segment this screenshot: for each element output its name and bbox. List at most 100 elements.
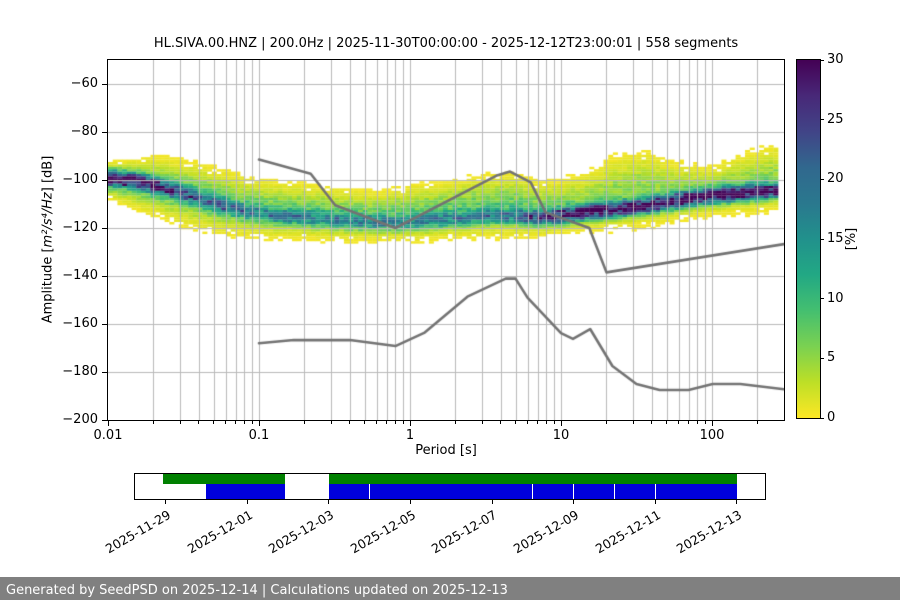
availability-segment	[328, 474, 737, 484]
timeline-tick	[736, 500, 738, 504]
x-minor-tick	[632, 421, 634, 424]
coverage-gap-mark	[573, 484, 575, 499]
timeline-date-label: 2025-12-11	[592, 507, 663, 557]
x-minor-tick	[303, 421, 305, 424]
x-minor-tick	[678, 421, 679, 424]
x-minor-tick	[500, 421, 502, 424]
y-major-tick	[102, 131, 107, 133]
coverage-gap-mark	[654, 484, 656, 499]
x-minor-tick	[402, 421, 404, 424]
x-minor-tick	[152, 421, 154, 424]
x-minor-tick	[666, 421, 668, 424]
y-tick-label: −180	[62, 364, 98, 379]
x-minor-tick	[696, 421, 698, 424]
timeline-date-label: 2025-11-29	[102, 507, 174, 557]
timeline-date-label: 2025-12-13	[674, 507, 745, 557]
x-minor-tick	[376, 421, 377, 424]
colorbar	[796, 59, 821, 419]
ppsd-heatmap-canvas	[108, 60, 784, 420]
y-major-tick	[102, 275, 107, 277]
x-major-tick	[107, 421, 109, 426]
timeline-tick	[573, 500, 575, 504]
x-tick-label: 100	[699, 428, 725, 443]
colorbar-tick	[820, 59, 824, 61]
colorbar-tick-label: 5	[827, 350, 836, 366]
colorbar-tick-label: 20	[827, 171, 844, 187]
x-minor-tick	[481, 421, 483, 424]
x-tick-label: 0.1	[248, 428, 270, 443]
x-tick-label: 1	[405, 428, 415, 443]
y-major-tick	[102, 83, 107, 85]
coverage-segment	[206, 484, 286, 499]
y-tick-label: −200	[62, 412, 98, 427]
x-minor-tick	[225, 421, 226, 424]
x-minor-tick	[179, 421, 181, 424]
timeline-tick	[491, 500, 493, 504]
x-minor-tick	[394, 421, 396, 424]
timeline-tick	[654, 500, 656, 504]
timeline-tick	[165, 500, 167, 504]
timeline-date-label: 2025-12-07	[429, 507, 500, 557]
colorbar-tick	[820, 298, 824, 300]
x-minor-tick	[537, 421, 539, 424]
footer-bar: Generated by SeedPSD on 2025-12-14 | Cal…	[0, 577, 900, 600]
y-tick-label: −120	[62, 220, 98, 235]
x-minor-tick	[251, 421, 253, 424]
plot-title: HL.SIVA.00.HNZ | 200.0Hz | 2025-11-30T00…	[153, 36, 739, 51]
timeline-tick	[246, 500, 248, 504]
coverage-gap-mark	[532, 484, 534, 499]
x-minor-tick	[243, 421, 245, 424]
y-major-tick	[102, 227, 107, 229]
x-minor-tick	[688, 421, 690, 424]
x-major-tick	[409, 421, 411, 426]
x-minor-tick	[198, 421, 200, 424]
y-major-tick	[102, 323, 107, 325]
x-minor-tick	[545, 421, 547, 424]
colorbar-tick-label: 10	[827, 290, 844, 306]
timeline-tick	[328, 500, 330, 504]
x-minor-tick	[386, 421, 388, 424]
timeline-date-label: 2025-12-03	[265, 507, 337, 557]
x-minor-tick	[213, 421, 215, 424]
x-minor-tick	[235, 421, 237, 424]
y-major-tick	[102, 179, 107, 181]
x-tick-label: 10	[552, 428, 570, 443]
coverage-gap-mark	[613, 484, 616, 499]
x-axis-label: Period [s]	[415, 443, 477, 458]
x-minor-tick	[605, 421, 607, 424]
timeline-tick	[409, 500, 411, 504]
colorbar-tick-label: 25	[827, 111, 844, 127]
x-minor-tick	[553, 421, 555, 424]
y-tick-label: −160	[62, 316, 98, 331]
y-major-tick	[102, 419, 107, 421]
colorbar-tick-label: 15	[827, 231, 844, 246]
x-major-tick	[711, 421, 713, 426]
y-major-tick	[102, 371, 107, 373]
timeline-date-label: 2025-12-01	[184, 507, 255, 557]
timeline-date-label: 2025-12-09	[510, 507, 582, 557]
x-minor-tick	[454, 421, 456, 424]
colorbar-tick	[820, 119, 824, 121]
x-major-tick	[258, 421, 260, 426]
x-minor-tick	[515, 421, 517, 424]
y-tick-label: −80	[70, 124, 98, 139]
timeline-bar	[134, 473, 766, 500]
timeline-date-label: 2025-12-05	[347, 507, 418, 557]
colorbar-label: [%]	[844, 227, 859, 251]
availability-segment	[163, 474, 286, 484]
x-minor-tick	[756, 421, 758, 424]
colorbar-tick	[820, 357, 824, 359]
x-minor-tick	[330, 421, 332, 424]
colorbar-tick	[820, 417, 824, 419]
y-tick-label: −100	[62, 172, 98, 187]
x-minor-tick	[651, 421, 653, 424]
colorbar-tick	[820, 238, 824, 240]
footer-text: Generated by SeedPSD on 2025-12-14 | Cal…	[6, 583, 508, 598]
x-major-tick	[560, 421, 562, 426]
colorbar-tick-label: 0	[827, 410, 836, 425]
y-tick-label: −60	[70, 76, 98, 91]
y-tick-label: −140	[62, 268, 98, 283]
colorbar-tick	[820, 178, 824, 180]
x-tick-label: 0.01	[93, 428, 123, 443]
